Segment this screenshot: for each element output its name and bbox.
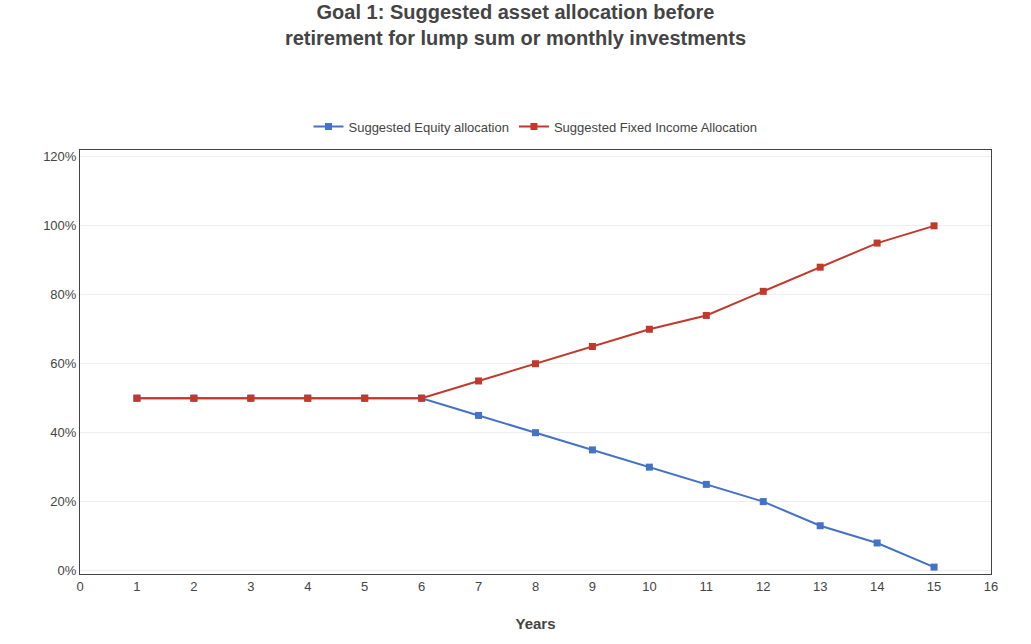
svg-text:0%: 0% (58, 563, 77, 578)
svg-text:14: 14 (870, 579, 884, 594)
svg-text:80%: 80% (50, 287, 76, 302)
svg-text:2: 2 (190, 579, 197, 594)
svg-text:1: 1 (133, 579, 140, 594)
svg-text:16: 16 (984, 579, 998, 594)
svg-text:15: 15 (927, 579, 941, 594)
svg-text:11: 11 (700, 579, 714, 594)
svg-text:8: 8 (532, 579, 539, 594)
svg-text:3: 3 (247, 579, 254, 594)
svg-text:Suggested Equity allocation: Suggested Equity allocation (349, 120, 509, 135)
svg-text:13: 13 (813, 579, 827, 594)
svg-text:Years: Years (515, 615, 555, 632)
svg-text:7: 7 (475, 579, 482, 594)
svg-text:0: 0 (76, 579, 83, 594)
svg-text:100%: 100% (43, 218, 77, 233)
svg-text:120%: 120% (43, 149, 77, 164)
svg-text:5: 5 (361, 579, 368, 594)
svg-text:4: 4 (304, 579, 311, 594)
svg-text:12: 12 (756, 579, 770, 594)
svg-text:6: 6 (418, 579, 425, 594)
svg-text:10: 10 (642, 579, 656, 594)
svg-text:Goal 1: Suggested asset alloca: Goal 1: Suggested asset allocation befor… (285, 1, 746, 49)
svg-text:9: 9 (589, 579, 596, 594)
svg-text:Suggested Fixed Income Allocat: Suggested Fixed Income Allocation (554, 120, 757, 135)
svg-text:60%: 60% (50, 356, 76, 371)
svg-text:40%: 40% (50, 425, 76, 440)
svg-text:20%: 20% (50, 494, 76, 509)
